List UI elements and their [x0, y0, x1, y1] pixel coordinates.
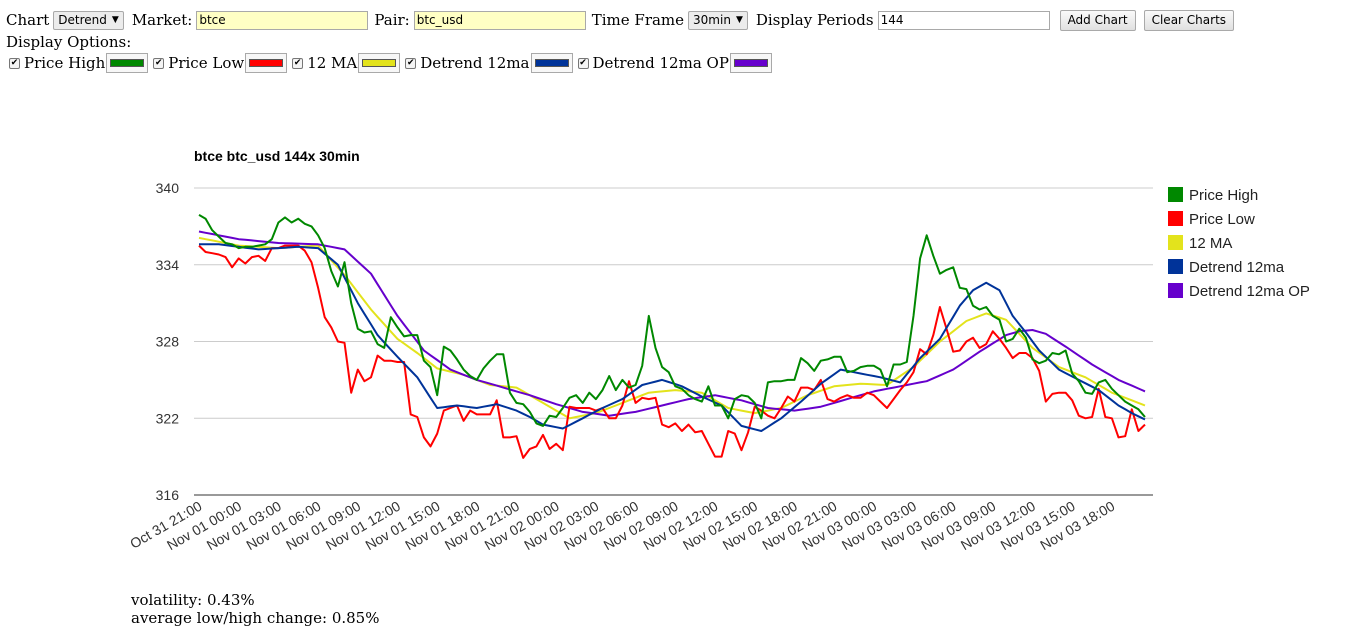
option-checkbox[interactable]: ✔	[577, 57, 589, 69]
y-tick-label: 322	[156, 410, 180, 426]
color-picker[interactable]	[358, 53, 401, 73]
legend-label: Detrend 12ma	[1189, 259, 1285, 276]
chevron-down-icon: ▼	[735, 15, 743, 25]
option-checkbox[interactable]: ✔	[292, 57, 304, 69]
display-options-row: ✔ Price High ✔ Price Low ✔ 12 MA ✔ Detrend 12ma…	[9, 52, 777, 74]
series-line-price-high	[198, 214, 1146, 427]
option-price-high: ✔ Price High	[9, 53, 152, 73]
y-tick-label: 328	[156, 334, 180, 350]
periods-input[interactable]	[877, 10, 1050, 30]
timeframe-select[interactable]: 30min ▼	[688, 10, 748, 30]
option-12-ma: ✔ 12 MA	[292, 53, 404, 73]
chart-select-value: Detrend	[58, 13, 107, 27]
market-input[interactable]	[196, 10, 369, 30]
legend-label: Price Low	[1189, 211, 1255, 228]
color-picker[interactable]	[245, 53, 288, 73]
series-line-detrend-12ma-op	[198, 230, 1146, 417]
color-picker[interactable]	[729, 53, 772, 73]
controls-row: Chart Detrend▼ Market: Pair: Time Frame …	[6, 9, 1240, 31]
y-tick-label: 334	[156, 257, 180, 273]
option-price-low: ✔ Price Low	[153, 53, 291, 73]
legend-label: Detrend 12ma OP	[1189, 283, 1310, 300]
option-detrend-12ma: ✔ Detrend 12ma	[405, 53, 576, 73]
option-label: Price High	[24, 54, 106, 72]
option-checkbox[interactable]: ✔	[153, 57, 165, 69]
add-chart-button[interactable]: Add Chart	[1059, 9, 1136, 31]
chart-label: Chart	[6, 11, 50, 29]
chart-select[interactable]: Detrend ▼	[53, 10, 124, 30]
color-swatch	[362, 59, 397, 67]
option-label: 12 MA	[307, 54, 358, 72]
color-picker[interactable]	[106, 53, 149, 73]
legend-swatch	[1168, 211, 1183, 226]
series-line-detrend-12ma	[199, 243, 1146, 432]
timeframe-label: Time Frame	[591, 11, 685, 29]
legend-swatch	[1168, 259, 1183, 274]
volatility-text: volatility: 0.43%	[131, 591, 255, 609]
color-swatch	[110, 59, 145, 67]
clear-charts-button[interactable]: Clear Charts	[1143, 9, 1235, 31]
legend-swatch	[1168, 235, 1183, 250]
y-tick-label: 340	[156, 180, 180, 196]
series-line-12-ma	[198, 236, 1146, 420]
series-line-price-low	[198, 244, 1146, 459]
legend-swatch	[1168, 283, 1183, 298]
color-swatch	[249, 59, 284, 67]
display-options-title: Display Options:	[6, 33, 132, 51]
market-label: Market:	[131, 11, 193, 29]
legend-label: 12 MA	[1189, 235, 1232, 252]
pair-label: Pair:	[374, 11, 410, 29]
chevron-down-icon: ▼	[111, 15, 119, 25]
legend-swatch	[1168, 187, 1183, 202]
option-label: Detrend 12ma OP	[592, 54, 729, 72]
color-swatch	[733, 59, 768, 67]
option-label: Price Low	[168, 54, 245, 72]
option-checkbox[interactable]: ✔	[405, 57, 417, 69]
timeframe-select-value: 30min	[693, 13, 731, 27]
pair-input[interactable]	[413, 10, 586, 30]
color-picker[interactable]	[530, 53, 573, 73]
option-checkbox[interactable]: ✔	[9, 57, 20, 69]
avg-change-text: average low/high change: 0.85%	[131, 609, 380, 627]
periods-label: Display Periods	[755, 11, 874, 29]
chart-title: btce btc_usd 144x 30min	[194, 148, 360, 164]
option-detrend-12ma-op: ✔ Detrend 12ma OP	[577, 53, 776, 73]
y-tick-label: 316	[156, 487, 180, 503]
color-swatch	[534, 59, 569, 67]
legend-label: Price High	[1189, 187, 1258, 204]
option-label: Detrend 12ma	[420, 54, 530, 72]
